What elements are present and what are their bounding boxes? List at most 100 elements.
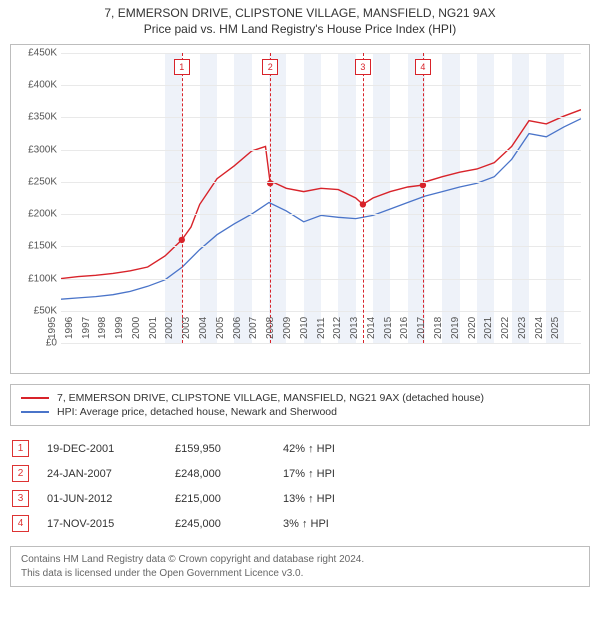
gridline (61, 85, 581, 86)
gridline (61, 246, 581, 247)
series-price_paid (61, 110, 581, 279)
x-axis: 1995199619971998199920002001200220032004… (61, 343, 581, 369)
legend-row: HPI: Average price, detached house, Newa… (21, 405, 579, 419)
gridline (61, 117, 581, 118)
y-tick: £150K (28, 241, 57, 252)
x-tick: 2016 (397, 317, 414, 343)
gridline (61, 343, 581, 344)
y-tick: £400K (28, 80, 57, 91)
sale-marker-box: 2 (262, 59, 278, 75)
x-tick: 2019 (447, 317, 464, 343)
x-tick: 2022 (497, 317, 514, 343)
x-tick: 2021 (481, 317, 498, 343)
y-tick: £200K (28, 209, 57, 220)
footer-line2: This data is licensed under the Open Gov… (21, 567, 579, 581)
x-tick: 1997 (78, 317, 95, 343)
x-tick: 2010 (296, 317, 313, 343)
x-tick: 2000 (128, 317, 145, 343)
sale-marker-box: 4 (415, 59, 431, 75)
x-tick: 2009 (279, 317, 296, 343)
x-tick: 1998 (95, 317, 112, 343)
gridline (61, 150, 581, 151)
gridline (61, 182, 581, 183)
event-price: £245,000 (175, 518, 265, 530)
y-tick: £50K (34, 305, 57, 316)
sale-vline (423, 53, 424, 343)
x-tick: 1996 (61, 317, 78, 343)
x-tick: 2020 (464, 317, 481, 343)
x-tick: 2001 (145, 317, 162, 343)
legend-swatch (21, 397, 49, 399)
gridline (61, 279, 581, 280)
sale-marker-box: 3 (355, 59, 371, 75)
y-tick: £100K (28, 273, 57, 284)
x-tick: 2008 (262, 317, 279, 343)
legend-label: 7, EMMERSON DRIVE, CLIPSTONE VILLAGE, MA… (57, 392, 484, 404)
series-svg (61, 53, 581, 343)
series-hpi (61, 119, 581, 300)
gridline (61, 53, 581, 54)
event-date: 17-NOV-2015 (47, 518, 157, 530)
x-tick: 2024 (531, 317, 548, 343)
sale-vline (363, 53, 364, 343)
title-address: 7, EMMERSON DRIVE, CLIPSTONE VILLAGE, MA… (10, 6, 590, 20)
event-price: £248,000 (175, 468, 265, 480)
x-tick: 2014 (363, 317, 380, 343)
sale-vline (182, 53, 183, 343)
events-table: 1 19-DEC-2001 £159,950 42% ↑ HPI 2 24-JAN-200… (10, 436, 590, 536)
x-tick: 2005 (212, 317, 229, 343)
x-tick: 2004 (195, 317, 212, 343)
y-tick: £250K (28, 176, 57, 187)
legend-row: 7, EMMERSON DRIVE, CLIPSTONE VILLAGE, MA… (21, 391, 579, 405)
titles: 7, EMMERSON DRIVE, CLIPSTONE VILLAGE, MA… (10, 6, 590, 36)
x-tick: 2013 (346, 317, 363, 343)
x-tick: 2006 (229, 317, 246, 343)
x-tick: 2023 (514, 317, 531, 343)
legend: 7, EMMERSON DRIVE, CLIPSTONE VILLAGE, MA… (10, 384, 590, 426)
event-date: 01-JUN-2012 (47, 493, 157, 505)
y-tick: £450K (28, 48, 57, 59)
x-tick: 2007 (246, 317, 263, 343)
sale-vline (270, 53, 271, 343)
x-tick: 2012 (330, 317, 347, 343)
y-tick: £300K (28, 144, 57, 155)
event-row: 1 19-DEC-2001 £159,950 42% ↑ HPI (10, 436, 590, 461)
x-tick: 2025 (548, 317, 565, 343)
y-tick: £350K (28, 112, 57, 123)
footer-line1: Contains HM Land Registry data © Crown c… (21, 553, 579, 567)
event-number-box: 2 (12, 465, 29, 482)
legend-swatch (21, 411, 49, 413)
x-tick: 1995 (44, 317, 61, 343)
event-delta: 3% ↑ HPI (283, 518, 588, 530)
x-tick: 2017 (413, 317, 430, 343)
event-number-box: 4 (12, 515, 29, 532)
event-row: 4 17-NOV-2015 £245,000 3% ↑ HPI (10, 511, 590, 536)
x-tick: 2002 (162, 317, 179, 343)
event-date: 24-JAN-2007 (47, 468, 157, 480)
x-tick: 2011 (313, 317, 330, 343)
x-tick: 2015 (380, 317, 397, 343)
event-number-box: 3 (12, 490, 29, 507)
event-delta: 17% ↑ HPI (283, 468, 588, 480)
event-date: 19-DEC-2001 (47, 443, 157, 455)
chart-panel: £0£50K£100K£150K£200K£250K£300K£350K£400… (10, 44, 590, 374)
event-delta: 42% ↑ HPI (283, 443, 588, 455)
event-price: £159,950 (175, 443, 265, 455)
gridline (61, 214, 581, 215)
gridline (61, 311, 581, 312)
title-subtitle: Price paid vs. HM Land Registry's House … (10, 22, 590, 36)
event-row: 3 01-JUN-2012 £215,000 13% ↑ HPI (10, 486, 590, 511)
sale-marker-box: 1 (174, 59, 190, 75)
event-price: £215,000 (175, 493, 265, 505)
plot-area: 1 2 3 4 (61, 53, 581, 343)
page: 7, EMMERSON DRIVE, CLIPSTONE VILLAGE, MA… (0, 0, 600, 620)
event-delta: 13% ↑ HPI (283, 493, 588, 505)
event-number-box: 1 (12, 440, 29, 457)
footer: Contains HM Land Registry data © Crown c… (10, 546, 590, 587)
x-tick: 1999 (111, 317, 128, 343)
plot-row: £0£50K£100K£150K£200K£250K£300K£350K£400… (19, 53, 581, 343)
x-tick: 2018 (430, 317, 447, 343)
x-tick: 2003 (178, 317, 195, 343)
event-row: 2 24-JAN-2007 £248,000 17% ↑ HPI (10, 461, 590, 486)
y-axis: £0£50K£100K£150K£200K£250K£300K£350K£400… (19, 53, 61, 343)
